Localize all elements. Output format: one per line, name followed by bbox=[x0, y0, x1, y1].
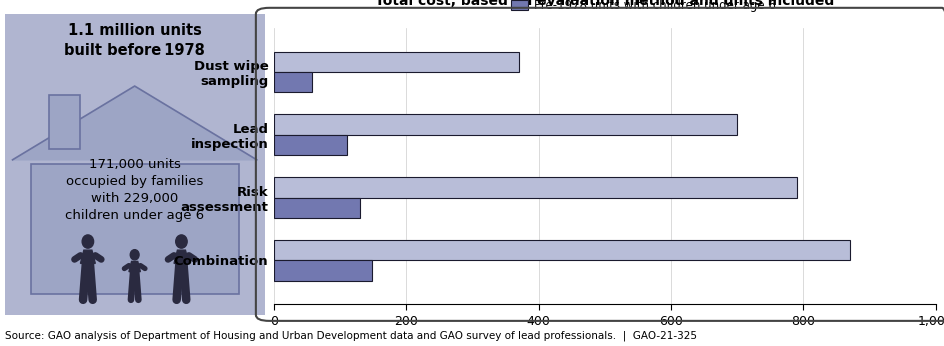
Text: 171,000 units
occupied by families
with 229,000
children under age 6: 171,000 units occupied by families with … bbox=[65, 158, 204, 222]
Legend: Pre-1978 units, Pre-1978 units with children under age 6: Pre-1978 units, Pre-1978 units with chil… bbox=[511, 0, 775, 12]
FancyBboxPatch shape bbox=[0, 5, 272, 324]
Bar bbox=[274, 261, 372, 281]
FancyBboxPatch shape bbox=[30, 164, 238, 294]
FancyBboxPatch shape bbox=[49, 95, 80, 149]
Polygon shape bbox=[12, 86, 257, 160]
Text: Source: GAO analysis of Department of Housing and Urban Development data and GAO: Source: GAO analysis of Department of Ho… bbox=[5, 330, 696, 341]
Text: 1.1 million units
built before 1978: 1.1 million units built before 1978 bbox=[64, 23, 205, 58]
Polygon shape bbox=[80, 250, 95, 263]
Polygon shape bbox=[174, 250, 189, 263]
Bar bbox=[274, 115, 736, 135]
Title: Total cost, based on evaluation method and units included: Total cost, based on evaluation method a… bbox=[375, 0, 834, 8]
Polygon shape bbox=[128, 262, 141, 272]
Circle shape bbox=[176, 235, 187, 248]
Bar bbox=[274, 198, 360, 218]
Bar bbox=[274, 135, 346, 155]
Circle shape bbox=[130, 250, 139, 260]
Bar bbox=[274, 240, 849, 261]
Bar bbox=[274, 52, 518, 72]
Bar bbox=[274, 177, 796, 198]
Circle shape bbox=[82, 235, 93, 248]
Bar bbox=[274, 72, 312, 92]
